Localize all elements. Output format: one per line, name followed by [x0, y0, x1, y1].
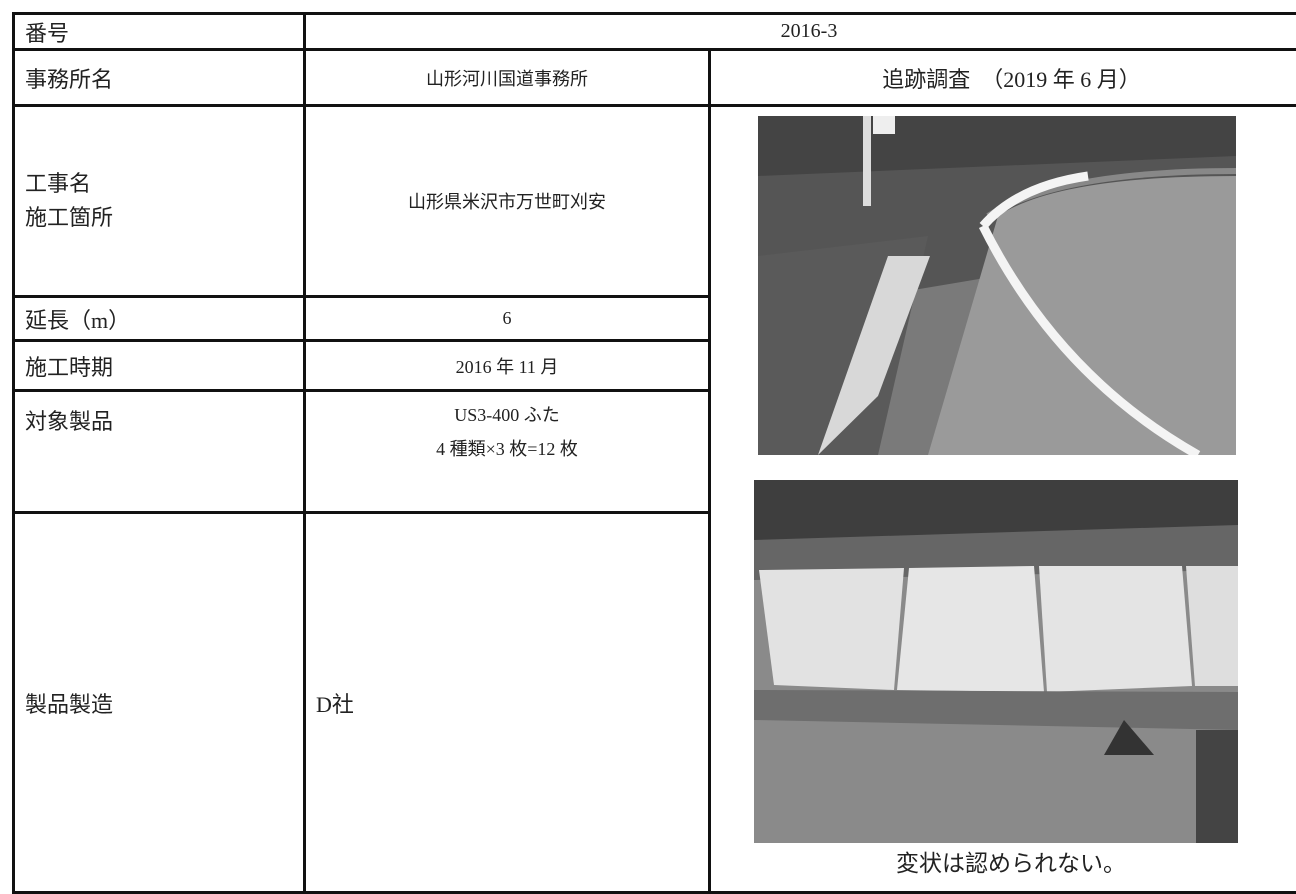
- survey-title: 追跡調査 （2019 年 6 月）: [710, 50, 1296, 106]
- photo-road: [758, 116, 1236, 455]
- value-line: 山形県米沢市万世町刈安: [316, 188, 698, 214]
- photo-covers: [754, 480, 1238, 843]
- label-line: 施工箇所: [25, 201, 293, 235]
- label-cell: 番号: [14, 14, 305, 50]
- label-cell: 施工時期: [14, 341, 305, 391]
- value-cell: 2016 年 11 月: [305, 341, 710, 391]
- value-line: US3-400 ふた: [316, 398, 698, 432]
- value-cell: 6: [305, 297, 710, 341]
- label-cell: 製品製造: [14, 513, 305, 893]
- label-line: 工事名: [25, 167, 293, 201]
- label-cell: 事務所名: [14, 50, 305, 106]
- value-line: 6: [316, 308, 698, 329]
- photo-caption: 変状は認められない。: [711, 844, 1296, 878]
- value-cell: 山形県米沢市万世町刈安: [305, 106, 710, 297]
- photo-cell: 変状は認められない。: [710, 106, 1296, 893]
- photo-area: 変状は認められない。: [711, 107, 1296, 873]
- record-table: 番号 2016-3 事務所名 山形河川国道事務所 追跡調査 （2019 年 6 …: [12, 12, 1296, 894]
- value-line: 4 種類×3 枚=12 枚: [316, 432, 698, 466]
- label-cell: 工事名施工箇所: [14, 106, 305, 297]
- value-cell: 2016-3: [305, 14, 1296, 50]
- value-line: D社: [316, 687, 698, 719]
- value-line: 2016 年 11 月: [316, 353, 698, 379]
- value-cell: 山形河川国道事務所: [305, 50, 710, 106]
- label-cell: 延長（m）: [14, 297, 305, 341]
- value-cell: D社: [305, 513, 710, 893]
- label-cell: 対象製品: [14, 391, 305, 513]
